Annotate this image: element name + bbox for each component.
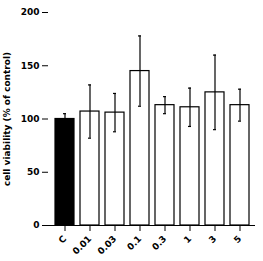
svg-text:3: 3 <box>207 234 219 246</box>
svg-text:5: 5 <box>232 234 244 246</box>
svg-text:0.3: 0.3 <box>150 234 168 252</box>
svg-text:C: C <box>57 233 69 245</box>
svg-text:0: 0 <box>33 220 39 230</box>
svg-text:50: 50 <box>27 167 40 177</box>
svg-text:150: 150 <box>21 61 40 71</box>
svg-text:0.01: 0.01 <box>71 234 94 257</box>
svg-text:cell viability (% of control): cell viability (% of control) <box>2 52 12 186</box>
svg-text:100: 100 <box>21 114 40 124</box>
svg-text:0.1: 0.1 <box>125 234 143 252</box>
svg-text:200: 200 <box>21 7 40 17</box>
svg-text:1: 1 <box>182 234 194 246</box>
svg-text:0.03: 0.03 <box>96 234 119 257</box>
